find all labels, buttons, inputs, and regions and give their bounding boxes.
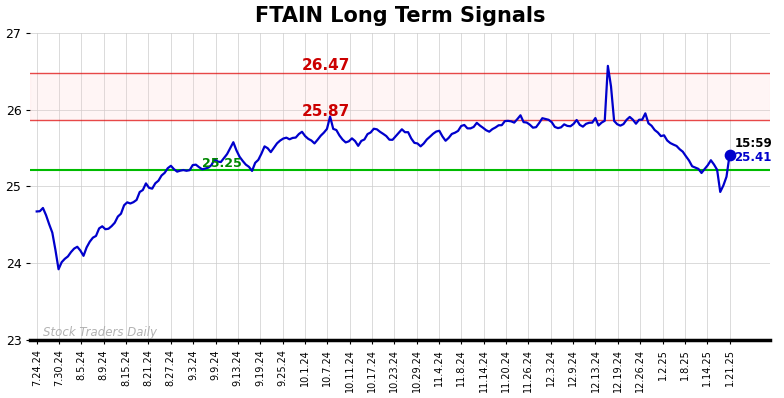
Title: FTAIN Long Term Signals: FTAIN Long Term Signals: [255, 6, 546, 25]
Text: 25.25: 25.25: [202, 157, 242, 170]
Text: 26.47: 26.47: [302, 59, 350, 73]
Text: 15:59: 15:59: [735, 137, 772, 150]
Text: 25.41: 25.41: [735, 151, 771, 164]
Text: Stock Traders Daily: Stock Traders Daily: [43, 326, 157, 339]
Bar: [31, 73, 770, 119]
Text: 25.87: 25.87: [302, 105, 350, 119]
Point: [724, 152, 736, 158]
